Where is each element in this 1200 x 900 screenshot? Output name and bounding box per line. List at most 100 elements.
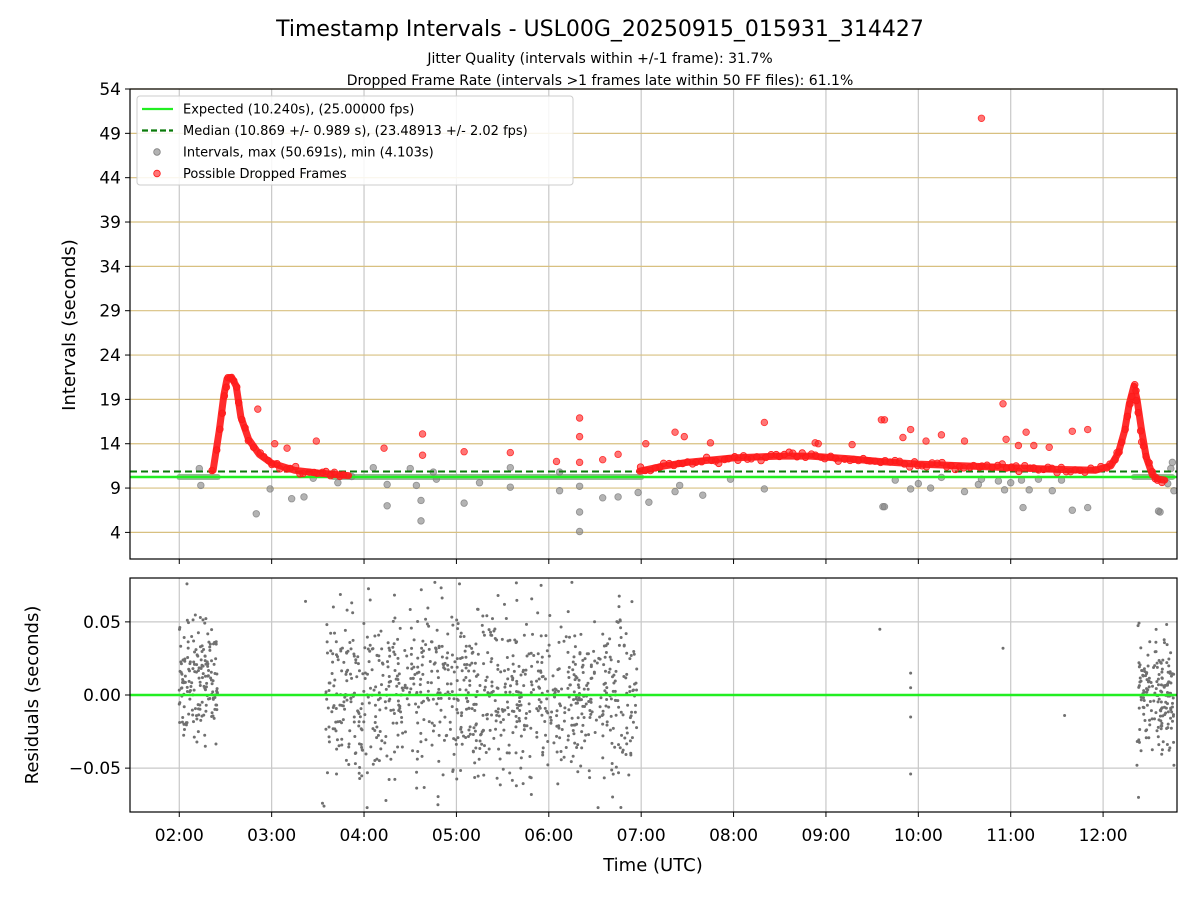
residual-point	[320, 801, 324, 805]
residual-point	[210, 628, 214, 632]
residual-point	[535, 735, 539, 739]
residual-point	[378, 696, 382, 700]
residual-point	[360, 774, 364, 778]
residual-point	[556, 782, 560, 786]
residual-point	[416, 656, 420, 660]
residual-point	[454, 742, 458, 746]
residual-point	[1172, 740, 1176, 744]
residual-point	[629, 654, 633, 658]
residual-point	[550, 710, 554, 714]
residual-point	[472, 726, 476, 730]
residual-point	[524, 716, 528, 720]
residual-point	[331, 652, 335, 656]
residual-point	[625, 651, 629, 655]
dropped-frame-point	[283, 444, 291, 452]
residual-point	[622, 643, 626, 647]
interval-point	[575, 527, 584, 536]
top-ytick-label: 9	[110, 479, 121, 499]
residual-point	[580, 712, 584, 716]
residual-point	[380, 683, 384, 687]
residual-point	[193, 707, 197, 711]
residual-point	[634, 703, 638, 707]
residual-point	[179, 660, 183, 664]
residual-point	[192, 639, 196, 643]
residual-point	[572, 655, 576, 659]
residual-point	[374, 715, 378, 719]
interval-point	[197, 481, 205, 490]
residual-point	[424, 643, 428, 647]
residual-point	[392, 642, 396, 646]
residual-point	[538, 686, 542, 690]
top-ytick-label: 54	[99, 80, 121, 100]
residual-point	[552, 741, 556, 745]
top-ytick-label: 34	[99, 257, 121, 277]
residual-point	[514, 751, 518, 755]
dropped-frame-point	[208, 466, 216, 475]
residual-point	[478, 684, 482, 688]
interval-point	[506, 483, 515, 491]
residual-point	[209, 676, 213, 680]
interval-point	[1000, 486, 1009, 494]
residual-point	[1165, 623, 1169, 627]
residual-point	[511, 654, 515, 658]
residual-point	[340, 737, 344, 741]
residual-point	[365, 806, 369, 810]
residual-point	[611, 795, 615, 799]
legend-label: Median (10.869 +/- 0.989 s), (23.48913 +…	[183, 124, 528, 139]
residual-point	[324, 727, 328, 731]
dropped-frame-point	[1134, 408, 1142, 417]
residual-point	[400, 720, 404, 724]
residual-point	[587, 733, 591, 737]
residual-point	[1159, 709, 1163, 713]
residual-point	[436, 803, 440, 807]
legend-dot-swatch	[153, 148, 161, 156]
residual-point	[553, 687, 557, 691]
residual-point	[589, 712, 593, 716]
residual-point	[611, 689, 615, 693]
residual-point	[193, 650, 197, 654]
residual-point	[437, 697, 441, 700]
residual-point	[616, 660, 620, 664]
residual-point	[1152, 665, 1156, 669]
interval-point	[460, 499, 468, 507]
residual-point	[620, 733, 624, 737]
residual-point	[357, 720, 361, 724]
residual-point	[430, 721, 434, 725]
residual-point	[456, 622, 460, 626]
interval-point	[634, 488, 642, 497]
residual-point	[578, 698, 582, 702]
residual-point	[347, 742, 351, 746]
residual-point	[560, 687, 564, 691]
residual-point	[548, 613, 552, 617]
residual-point	[455, 777, 459, 781]
residual-point	[1138, 728, 1142, 732]
residual-point	[505, 656, 509, 660]
legend-label: Intervals, max (50.691s), min (4.103s)	[183, 146, 434, 161]
residual-point	[573, 634, 577, 638]
residual-point	[556, 689, 560, 693]
top-ytick-label: 29	[99, 302, 121, 322]
residual-point	[503, 708, 507, 712]
residual-point	[1137, 665, 1141, 669]
residual-point	[494, 727, 498, 731]
residual-point	[449, 682, 453, 686]
dropped-frame-point	[642, 440, 650, 448]
residual-point	[383, 700, 387, 704]
residual-point	[399, 710, 403, 714]
residual-point	[409, 687, 413, 691]
residual-point	[465, 662, 469, 666]
residual-point	[200, 644, 204, 648]
residual-point	[514, 581, 518, 585]
residual-point	[429, 640, 433, 644]
dropped-frame-point	[506, 448, 515, 457]
residual-point	[1144, 736, 1148, 740]
residual-point	[545, 697, 549, 701]
legend-dot-swatch	[153, 169, 161, 178]
residual-point	[624, 753, 628, 757]
residual-point	[625, 672, 629, 676]
residual-point	[371, 762, 375, 766]
residual-point	[567, 665, 571, 669]
residual-point	[181, 716, 185, 720]
bottom-ytick-label: 0.05	[83, 613, 121, 633]
residual-point	[1146, 680, 1150, 684]
